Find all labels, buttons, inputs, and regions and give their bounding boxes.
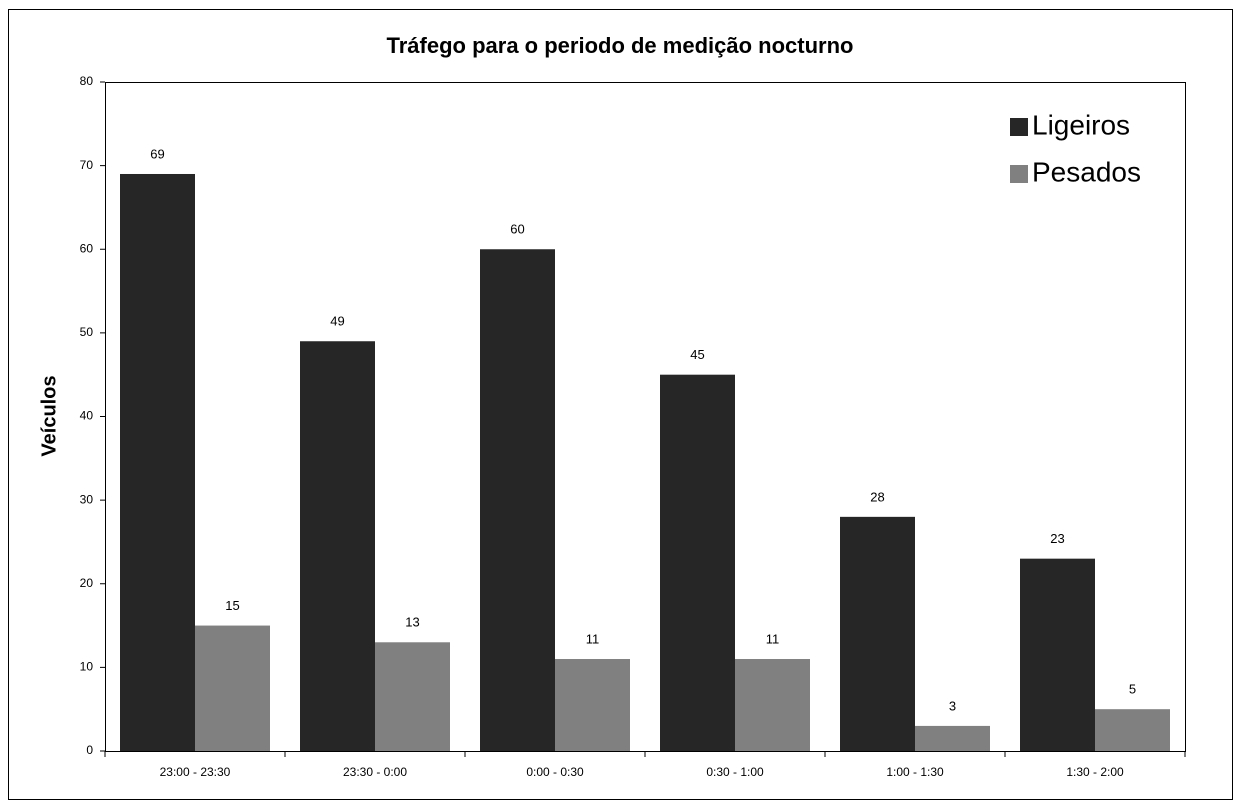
x-tick-label: 1:00 - 1:30 [886,765,944,779]
data-label: 5 [1129,682,1136,697]
bar [915,725,990,751]
x-tick-label: 0:00 - 0:30 [526,765,584,779]
y-tick-label: 30 [80,492,94,506]
data-label: 69 [150,146,164,161]
legend-label: Pesados [1032,156,1141,187]
y-axis-label: Veículos [38,375,60,456]
y-tick-label: 10 [80,660,94,674]
data-label: 60 [510,222,524,237]
x-tick-label: 1:30 - 2:00 [1066,765,1124,779]
data-label: 13 [405,615,419,630]
bar [480,249,555,751]
data-label: 49 [330,314,344,329]
y-tick-label: 20 [80,576,94,590]
data-label: 45 [690,347,704,362]
bar [300,341,375,751]
bar [1020,558,1095,751]
legend-swatch [1010,118,1028,136]
data-label: 11 [586,631,600,646]
bar [195,625,270,751]
bar [1095,709,1170,751]
bar [120,173,195,752]
x-tick-label: 23:30 - 0:00 [343,765,407,779]
y-tick-label: 0 [86,743,93,757]
data-label: 15 [225,598,239,613]
data-label: 23 [1050,531,1064,546]
y-tick-label: 60 [80,241,94,255]
legend-swatch [1010,165,1028,183]
data-label: 28 [870,489,884,504]
y-tick-label: 80 [80,74,94,88]
chart-title: Tráfego para o periodo de medição noctur… [387,33,854,58]
y-tick-label: 70 [80,158,94,172]
bar [660,374,735,751]
bar [840,516,915,751]
legend-label: Ligeiros [1032,109,1130,140]
bar [375,642,450,751]
data-label: 3 [949,698,956,713]
bar [735,659,810,751]
x-tick-label: 23:00 - 23:30 [160,765,231,779]
y-tick-label: 50 [80,325,94,339]
bar [555,659,630,751]
y-tick-label: 40 [80,409,94,423]
data-label: 11 [766,631,780,646]
x-tick-label: 0:30 - 1:00 [706,765,764,779]
